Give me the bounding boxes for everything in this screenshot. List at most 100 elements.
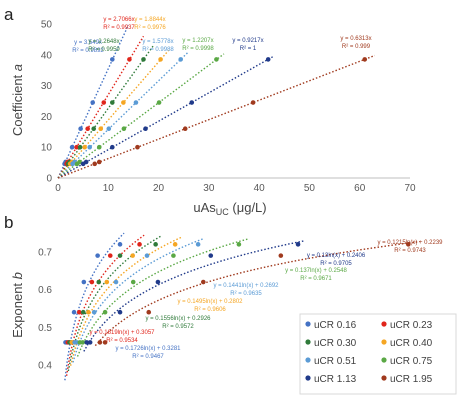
chart-b-trendline: [69, 236, 182, 366]
chart-b-point: [84, 340, 90, 345]
chart-a-point: [135, 144, 140, 150]
chart-a-y-tick-label: 30: [41, 81, 53, 92]
chart-b-point: [236, 242, 242, 247]
chart-a-x-tick-label: 40: [254, 183, 266, 194]
chart-a-y-axis-label: Coefficient a: [10, 64, 25, 136]
chart-a-point: [182, 126, 188, 132]
chart-a-point: [127, 57, 132, 62]
chart-a-trend-equation: y = 2.7066x: [103, 17, 134, 23]
chart-b-trend-r2: R² = 0.9743: [394, 248, 426, 254]
chart-a-trend-equation: y = 2.2648x: [88, 39, 119, 45]
chart-b-trend-equation: y = 0.1215ln(x) + 0.2239: [377, 240, 443, 246]
chart-a-point: [156, 100, 162, 105]
chart-a-point: [110, 57, 115, 62]
chart-a-trend-equation: y = 1.2207x: [182, 38, 213, 44]
chart-b-points: [63, 242, 411, 345]
chart-a-point: [69, 144, 75, 150]
panel-b-label: b: [4, 213, 13, 232]
chart-b-trend-equation: y = 0.1495ln(x) + 0.2802: [177, 299, 243, 305]
chart-b-y-tick-label: 0.5: [38, 323, 52, 334]
chart-b-trend-equation: y = 0.137ln(x) + 0.2548: [285, 268, 347, 274]
chart-b-point: [171, 253, 176, 258]
legend-item-label: uCR 0.30: [314, 338, 357, 349]
chart-a-point: [96, 144, 102, 150]
legend-item-label: uCR 0.75: [390, 356, 433, 367]
chart-a-point: [77, 144, 83, 150]
chart-a-x-tick-label: 20: [153, 183, 165, 194]
chart-a-point: [141, 57, 146, 62]
chart-a-point: [178, 57, 183, 62]
chart-b-point: [295, 242, 301, 247]
chart-a-point: [77, 159, 82, 165]
chart-a-point: [90, 100, 95, 105]
chart-a-point: [250, 100, 256, 105]
chart-b-axes: 0.4 0.5 0.6 0.7: [38, 247, 52, 371]
chart-b-trend-r2: R² = 0.9606: [194, 307, 226, 313]
chart-a-x-tick-label: 50: [304, 183, 316, 194]
chart-b-point: [200, 279, 206, 285]
chart-b-trendline: [83, 240, 306, 352]
chart-a-point: [87, 144, 92, 150]
chart-b-point: [80, 340, 85, 345]
legend-marker: [381, 339, 387, 345]
legend: uCR 0.16 uCR 0.23 uCR 0.30 uCR 0.40 uCR 0.51…: [299, 313, 457, 395]
chart-b: 0.4 0.5 0.6 0.7 Exponent b y = 0.1726ln(x) …: [10, 232, 457, 395]
legend-item-label: uCR 1.95: [390, 374, 433, 385]
chart-a-point: [74, 144, 79, 150]
chart-b-trend-equation: y = 0.1441ln(x) + 0.2692: [213, 283, 279, 289]
chart-b-point: [117, 242, 123, 247]
chart-b-point: [71, 309, 77, 315]
chart-b-y-axis-label: Exponent b: [10, 272, 25, 338]
chart-a-y-tick-label: 40: [41, 50, 53, 61]
legend-item-label: uCR 0.23: [390, 320, 433, 331]
chart-a-trend-r2: R² = 0.9988: [142, 47, 174, 53]
chart-a-y-tick-label: 0: [46, 174, 52, 185]
chart-a-point: [362, 57, 368, 62]
chart-a-x-axis-label: uAsUC (μg/L): [193, 200, 266, 217]
chart-a-point: [101, 100, 107, 105]
chart-b-trendline: [76, 238, 248, 357]
legend-marker: [381, 357, 387, 363]
chart-a-point: [158, 57, 163, 62]
chart-b-point: [137, 242, 142, 247]
chart-b-point: [91, 309, 97, 315]
chart-a-points: [62, 57, 368, 167]
chart-b-point: [89, 279, 95, 285]
chart-a-y-tick-label: 20: [41, 112, 53, 123]
chart-a-y-tick-label: 10: [41, 143, 53, 154]
chart-b-point: [80, 309, 86, 315]
chart-b-y-tick-label: 0.7: [38, 247, 52, 258]
chart-a-point: [110, 100, 115, 105]
chart-a-point: [83, 159, 89, 165]
chart-a-point: [133, 100, 139, 105]
chart-a-trendline: [57, 54, 376, 179]
legend-marker: [305, 339, 311, 345]
chart-a-point: [78, 126, 83, 132]
chart-a-trend-r2: R² = 0.9976: [134, 25, 166, 31]
chart-a: 0 10 20 30 40 50 60 70 0 10 20 30 40 50 Coefficient a…: [10, 17, 416, 217]
chart-b-point: [87, 340, 93, 345]
chart-a-point: [265, 57, 271, 62]
chart-b-point: [406, 242, 411, 247]
chart-b-point: [97, 340, 103, 345]
chart-a-point: [189, 100, 195, 105]
chart-b-point: [278, 253, 284, 258]
chart-b-trendline: [94, 240, 420, 347]
panel-a-label: a: [4, 5, 14, 24]
chart-a-trend-r2: R² = 0.9998: [182, 46, 214, 52]
chart-a-trend-equation: y = 1.5778x: [142, 39, 173, 45]
chart-a-trend-equation: y = 0.6313x: [340, 36, 371, 42]
chart-b-point: [153, 242, 158, 247]
chart-a-trend-equation: y = 3.549x: [74, 40, 102, 46]
chart-a-point: [143, 126, 148, 132]
chart-b-point: [95, 253, 100, 258]
chart-a-trendline: [57, 51, 190, 179]
chart-a-trend-r2: R² = 0.9937: [103, 25, 135, 31]
chart-a-x-tick-label: 0: [55, 183, 61, 194]
chart-b-point: [104, 279, 110, 285]
legend-item-label: uCR 0.40: [390, 338, 433, 349]
chart-b-trend-equation: y = 0.1619ln(x) + 0.3057: [89, 330, 155, 336]
chart-a-x-tick-label: 70: [404, 183, 416, 194]
chart-b-point: [96, 279, 102, 285]
